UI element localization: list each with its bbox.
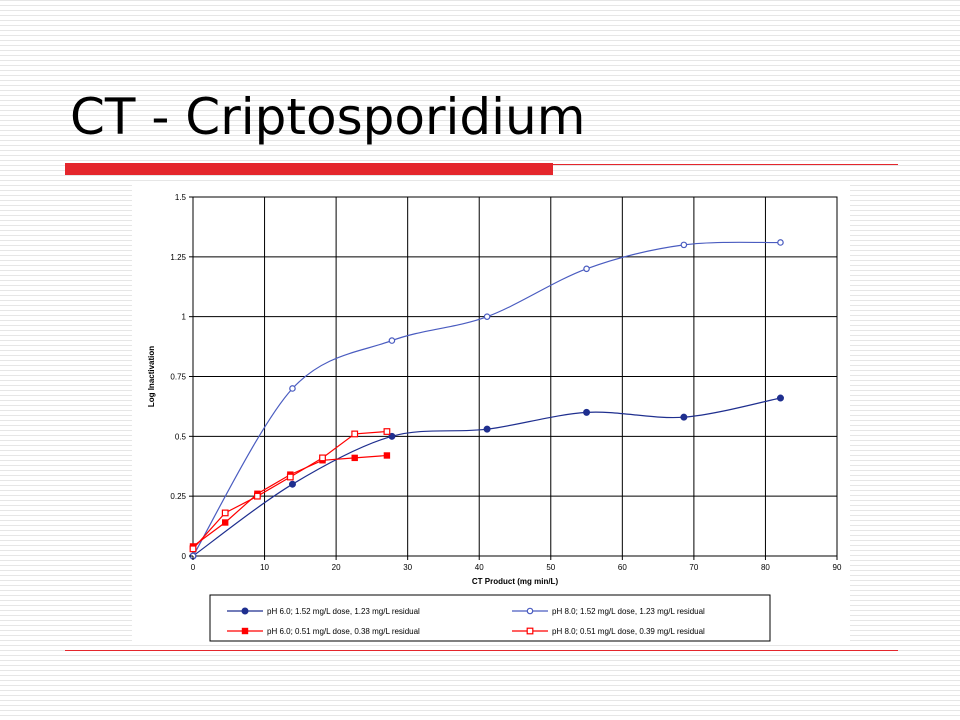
data-point-series-4 xyxy=(253,492,261,500)
data-point-series-3 xyxy=(351,454,358,462)
slide-title: CT - Criptosporidium xyxy=(70,88,586,146)
legend: pH 6.0; 1.52 mg/L dose, 1.23 mg/L residu… xyxy=(209,594,771,642)
data-point-series-3 xyxy=(222,519,229,526)
legend-swatch-marker-1 xyxy=(241,607,249,615)
data-point-series-2 xyxy=(388,337,396,344)
y-axis-title: Log Inactivation xyxy=(147,346,156,407)
data-point-series-3 xyxy=(383,452,391,459)
data-point-series-2 xyxy=(289,385,296,392)
x-tick-label: 70 xyxy=(689,563,698,572)
log-inactivation-chart: 0 10 20 30 40 50 60 70 80 90 0 0.25 0.5 0.75 1 1.25 1.5… xyxy=(147,193,842,642)
data-point-series-2 xyxy=(680,241,688,249)
y-tick-label: 0.25 xyxy=(170,492,186,501)
x-tick-label: 20 xyxy=(332,563,341,572)
data-point-series-4 xyxy=(221,509,229,517)
x-tick-label: 30 xyxy=(403,563,412,572)
legend-box xyxy=(209,594,771,642)
y-tick-label: 0.5 xyxy=(175,432,187,441)
x-tick-label: 0 xyxy=(191,563,196,572)
data-point-series-1 xyxy=(288,480,296,488)
y-tick-label: 0.75 xyxy=(170,373,186,382)
legend-label-3: pH 6.0; 0.51 mg/L dose, 0.38 mg/L residu… xyxy=(267,627,420,636)
footer-rule xyxy=(65,650,898,651)
x-tick-label: 40 xyxy=(475,563,484,572)
series-markers xyxy=(189,239,784,560)
x-tick-label: 10 xyxy=(260,563,269,572)
data-point-series-2 xyxy=(483,313,491,320)
data-point-series-1 xyxy=(483,425,491,433)
data-point-series-2 xyxy=(583,265,590,273)
x-tick-label: 50 xyxy=(546,563,555,572)
title-underline-thin xyxy=(553,164,898,165)
x-tick-label: 80 xyxy=(761,563,770,572)
y-tick-label: 1.25 xyxy=(170,253,186,262)
x-axis-title: CT Product (mg min/L) xyxy=(472,577,559,586)
data-point-series-4 xyxy=(383,428,391,435)
x-axis-ticks: 0 10 20 30 40 50 60 70 80 90 xyxy=(191,556,842,572)
data-point-series-1 xyxy=(776,394,784,402)
x-tick-label: 90 xyxy=(833,563,842,572)
grid-lines xyxy=(193,197,837,556)
chart-panel: 0 10 20 30 40 50 60 70 80 90 0 0.25 0.5 0.75 1 1.25 1.5… xyxy=(132,183,850,645)
data-point-series-4 xyxy=(189,545,197,553)
data-point-series-1 xyxy=(388,432,396,440)
y-tick-label: 1.5 xyxy=(175,193,187,202)
legend-label-4: pH 8.0; 0.51 mg/L dose, 0.39 mg/L residu… xyxy=(552,627,705,636)
y-tick-label: 0 xyxy=(182,552,187,561)
y-tick-label: 1 xyxy=(182,313,187,322)
y-axis-ticks: 0 0.25 0.5 0.75 1 1.25 1.5 xyxy=(170,193,193,561)
legend-swatch-marker-4 xyxy=(526,627,534,635)
x-tick-label: 60 xyxy=(618,563,627,572)
data-point-series-4 xyxy=(286,473,294,481)
legend-swatch-marker-2 xyxy=(526,607,534,615)
data-point-series-2 xyxy=(777,239,784,246)
legend-label-2: pH 8.0; 1.52 mg/L dose, 1.23 mg/L residu… xyxy=(552,607,705,616)
data-point-series-1 xyxy=(583,408,591,416)
title-underline-bar xyxy=(65,163,553,175)
data-point-series-4 xyxy=(351,430,359,438)
data-point-series-1 xyxy=(680,413,688,421)
legend-swatch-marker-3 xyxy=(241,627,249,635)
data-point-series-4 xyxy=(319,454,326,462)
legend-label-1: pH 6.0; 1.52 mg/L dose, 1.23 mg/L residu… xyxy=(267,607,420,616)
